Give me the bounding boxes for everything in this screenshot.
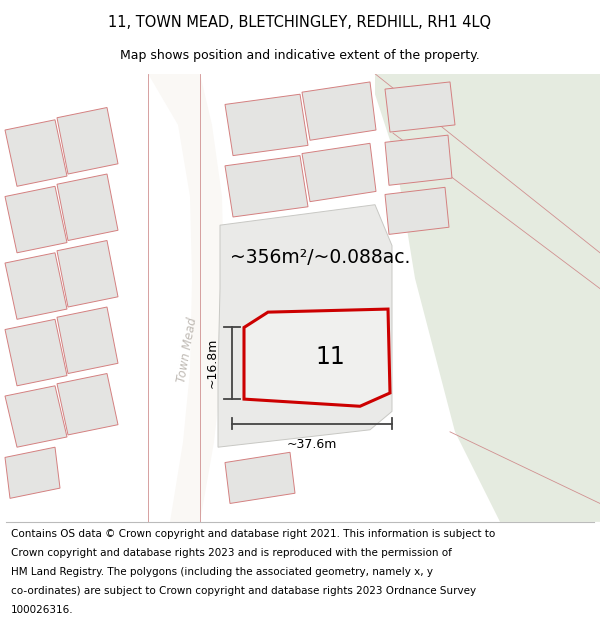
Polygon shape (57, 107, 118, 174)
Text: ~37.6m: ~37.6m (287, 438, 337, 451)
Text: Town Mead: Town Mead (175, 316, 199, 384)
Text: ~356m²/~0.088ac.: ~356m²/~0.088ac. (230, 248, 410, 268)
Polygon shape (148, 74, 224, 522)
Text: 100026316.: 100026316. (11, 606, 73, 616)
Polygon shape (385, 188, 449, 234)
Text: ~16.8m: ~16.8m (206, 338, 219, 389)
Polygon shape (5, 386, 67, 448)
Polygon shape (244, 309, 390, 406)
Text: 11, TOWN MEAD, BLETCHINGLEY, REDHILL, RH1 4LQ: 11, TOWN MEAD, BLETCHINGLEY, REDHILL, RH… (109, 14, 491, 29)
Polygon shape (57, 241, 118, 307)
Polygon shape (5, 186, 67, 253)
Polygon shape (57, 374, 118, 435)
Polygon shape (5, 319, 67, 386)
Polygon shape (218, 205, 392, 448)
Polygon shape (225, 452, 295, 504)
Text: Map shows position and indicative extent of the property.: Map shows position and indicative extent… (120, 49, 480, 62)
Polygon shape (225, 94, 308, 156)
Polygon shape (302, 82, 376, 140)
Polygon shape (385, 135, 452, 185)
Polygon shape (302, 143, 376, 202)
Text: Contains OS data © Crown copyright and database right 2021. This information is : Contains OS data © Crown copyright and d… (11, 529, 495, 539)
Polygon shape (57, 307, 118, 374)
Text: co-ordinates) are subject to Crown copyright and database rights 2023 Ordnance S: co-ordinates) are subject to Crown copyr… (11, 586, 476, 596)
Text: HM Land Registry. The polygons (including the associated geometry, namely x, y: HM Land Registry. The polygons (includin… (11, 568, 433, 578)
Polygon shape (5, 253, 67, 319)
Polygon shape (5, 120, 67, 186)
Polygon shape (225, 156, 308, 217)
Polygon shape (5, 448, 60, 498)
Text: Crown copyright and database rights 2023 and is reproduced with the permission o: Crown copyright and database rights 2023… (11, 548, 452, 558)
Polygon shape (385, 82, 455, 132)
Polygon shape (57, 174, 118, 241)
Text: 11: 11 (315, 345, 345, 369)
Polygon shape (375, 74, 600, 522)
